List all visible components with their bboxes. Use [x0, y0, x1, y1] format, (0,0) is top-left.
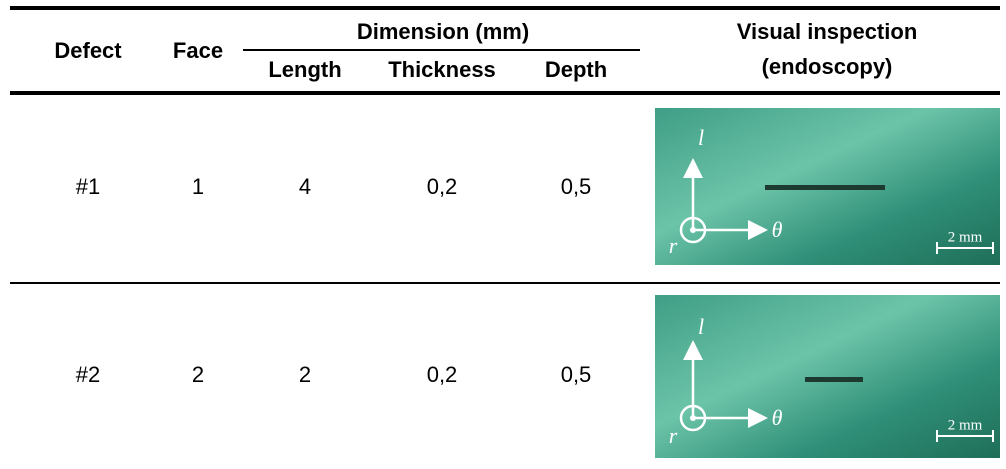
defect-mark — [805, 377, 863, 382]
header-cell: Thickness — [388, 57, 496, 82]
table: Defect Face Dimension (mm) Length Thickn… — [0, 0, 1006, 469]
header-cell: Dimension (mm) — [357, 19, 529, 44]
cell: 1 — [192, 174, 204, 199]
endoscopy-image: l θ r 2 mm — [655, 108, 1000, 265]
cell: #2 — [76, 362, 100, 387]
cell: 0,5 — [561, 362, 592, 387]
axis-label: l — [698, 125, 704, 150]
cell: 0,2 — [427, 362, 458, 387]
cell: 4 — [299, 174, 311, 199]
header-cell: Face — [173, 38, 223, 63]
endoscopy-image: l θ r 2 mm — [655, 295, 1000, 458]
sub-rule — [243, 49, 640, 51]
row-rule — [10, 282, 1000, 284]
axis-label: θ — [772, 217, 783, 242]
header-cell: (endoscopy) — [762, 54, 893, 79]
header-rule — [10, 91, 1000, 95]
axis-label: r — [669, 423, 678, 448]
defect-mark — [765, 185, 885, 190]
image-background — [655, 295, 1000, 458]
axis-label: l — [698, 314, 704, 339]
header-cell: Length — [268, 57, 341, 82]
top-rule — [10, 6, 1000, 10]
header-cell: Depth — [545, 57, 607, 82]
scale-label: 2 mm — [948, 417, 983, 433]
header-cell: Visual inspection — [737, 19, 918, 44]
cell: 0,2 — [427, 174, 458, 199]
axis-label: θ — [772, 405, 783, 430]
header-cell: Defect — [54, 38, 122, 63]
axis-label: r — [669, 233, 678, 258]
scale-label: 2 mm — [948, 229, 983, 245]
cell: 2 — [192, 362, 204, 387]
cell: 0,5 — [561, 174, 592, 199]
cell: 2 — [299, 362, 311, 387]
cell: #1 — [76, 174, 100, 199]
